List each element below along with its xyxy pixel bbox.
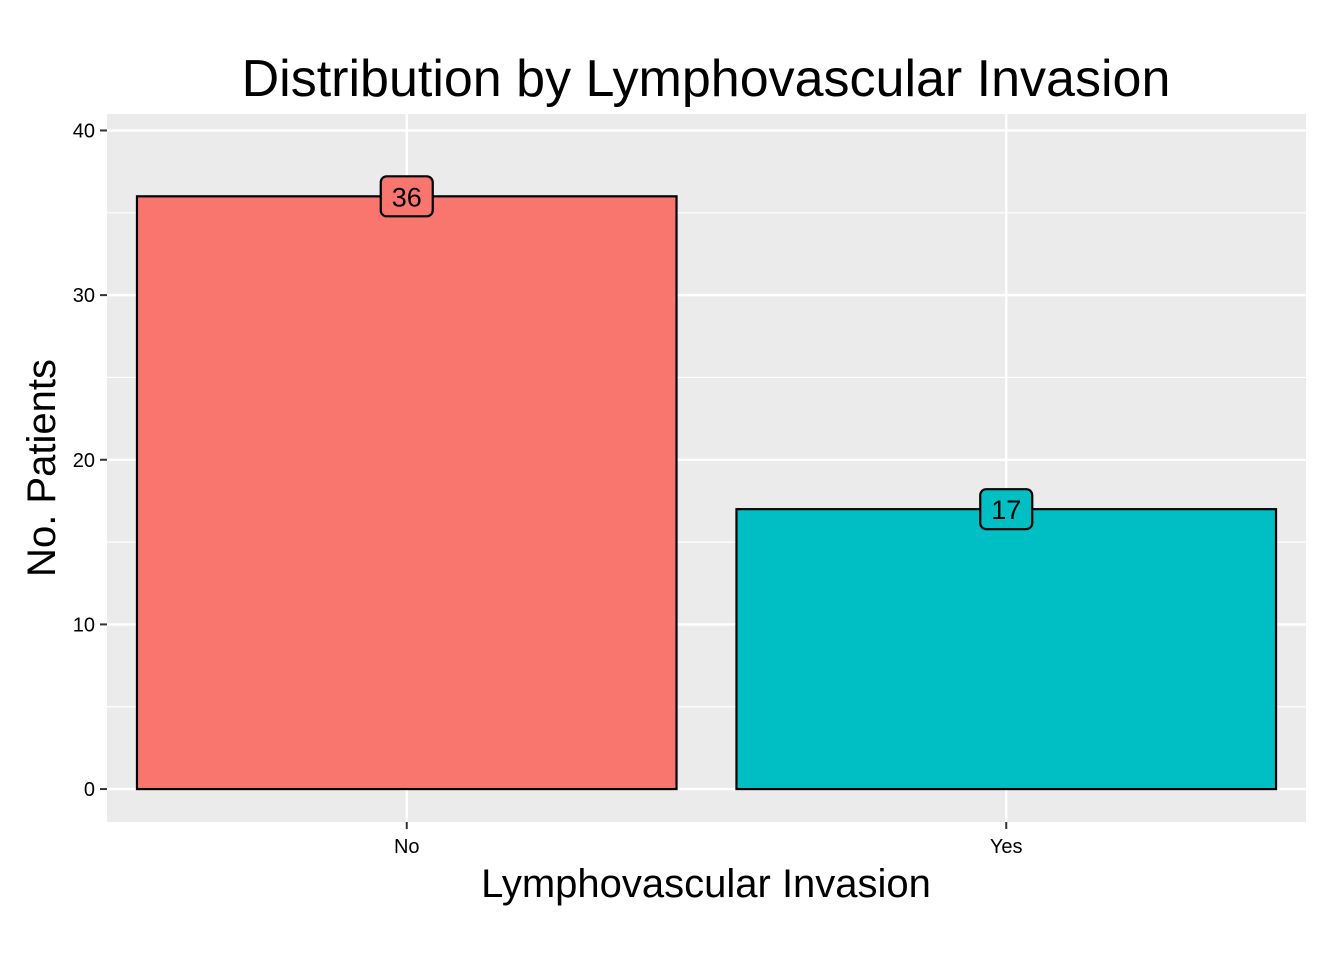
data-label-text: 36	[392, 182, 422, 212]
chart-title: Distribution by Lymphovascular Invasion	[242, 50, 1171, 108]
data-label: 36	[379, 175, 434, 218]
y-tick-label: 30	[73, 285, 95, 307]
data-label-text: 17	[991, 495, 1021, 525]
bar-no	[135, 195, 678, 791]
x-axis: No Yes	[394, 822, 1023, 858]
x-tick-label: Yes	[990, 836, 1023, 858]
bar-yes	[735, 508, 1278, 791]
data-labels: 36 17	[379, 175, 1034, 531]
y-tick-label: 20	[73, 450, 95, 472]
data-label-box	[379, 175, 434, 218]
data-label: 17	[979, 488, 1034, 531]
y-tick-label: 10	[73, 614, 95, 636]
data-label-box	[979, 488, 1034, 531]
x-axis-title: Lymphovascular Invasion	[481, 862, 931, 906]
y-axis-title: No. Patients	[20, 359, 64, 577]
bars	[135, 195, 1278, 791]
y-axis: 0 10 20 30 40	[73, 120, 107, 801]
x-tick-label: No	[394, 836, 420, 858]
y-tick-label: 40	[73, 120, 95, 142]
y-tick-label: 0	[84, 779, 95, 801]
